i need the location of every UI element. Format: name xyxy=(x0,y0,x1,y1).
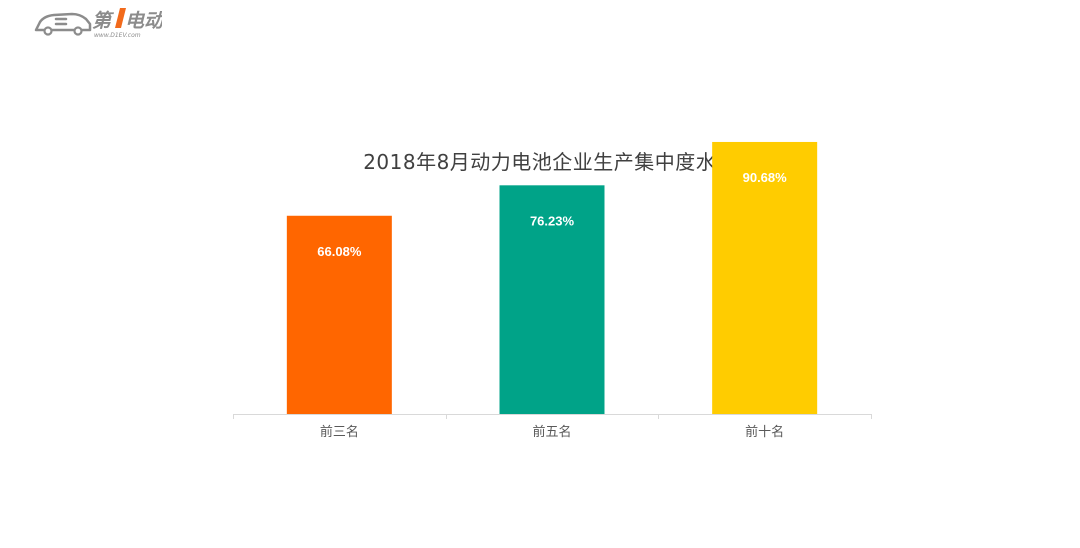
bar-2 xyxy=(499,185,605,414)
car-logo-icon: 第 电动 www.D1EV.com xyxy=(34,8,162,39)
category-label: 前五名 xyxy=(532,424,571,440)
bar-1 xyxy=(286,215,392,414)
bar-value-label: 66.08% xyxy=(317,244,362,259)
category-label: 前十名 xyxy=(745,424,784,440)
category-label: 前三名 xyxy=(320,424,359,440)
bar-value-label: 76.23% xyxy=(530,213,575,228)
chart-title: 2018年8月动力电池企业生产集中度水平 xyxy=(363,150,737,174)
brand-logo: 第 电动 www.D1EV.com xyxy=(32,4,162,40)
logo-text-left: 第 xyxy=(92,10,115,32)
logo-text-right: 电动 xyxy=(125,10,162,32)
bar-3 xyxy=(712,141,818,414)
bar-value-label: 90.68% xyxy=(743,170,788,185)
logo-url: www.D1EV.com xyxy=(94,32,141,39)
